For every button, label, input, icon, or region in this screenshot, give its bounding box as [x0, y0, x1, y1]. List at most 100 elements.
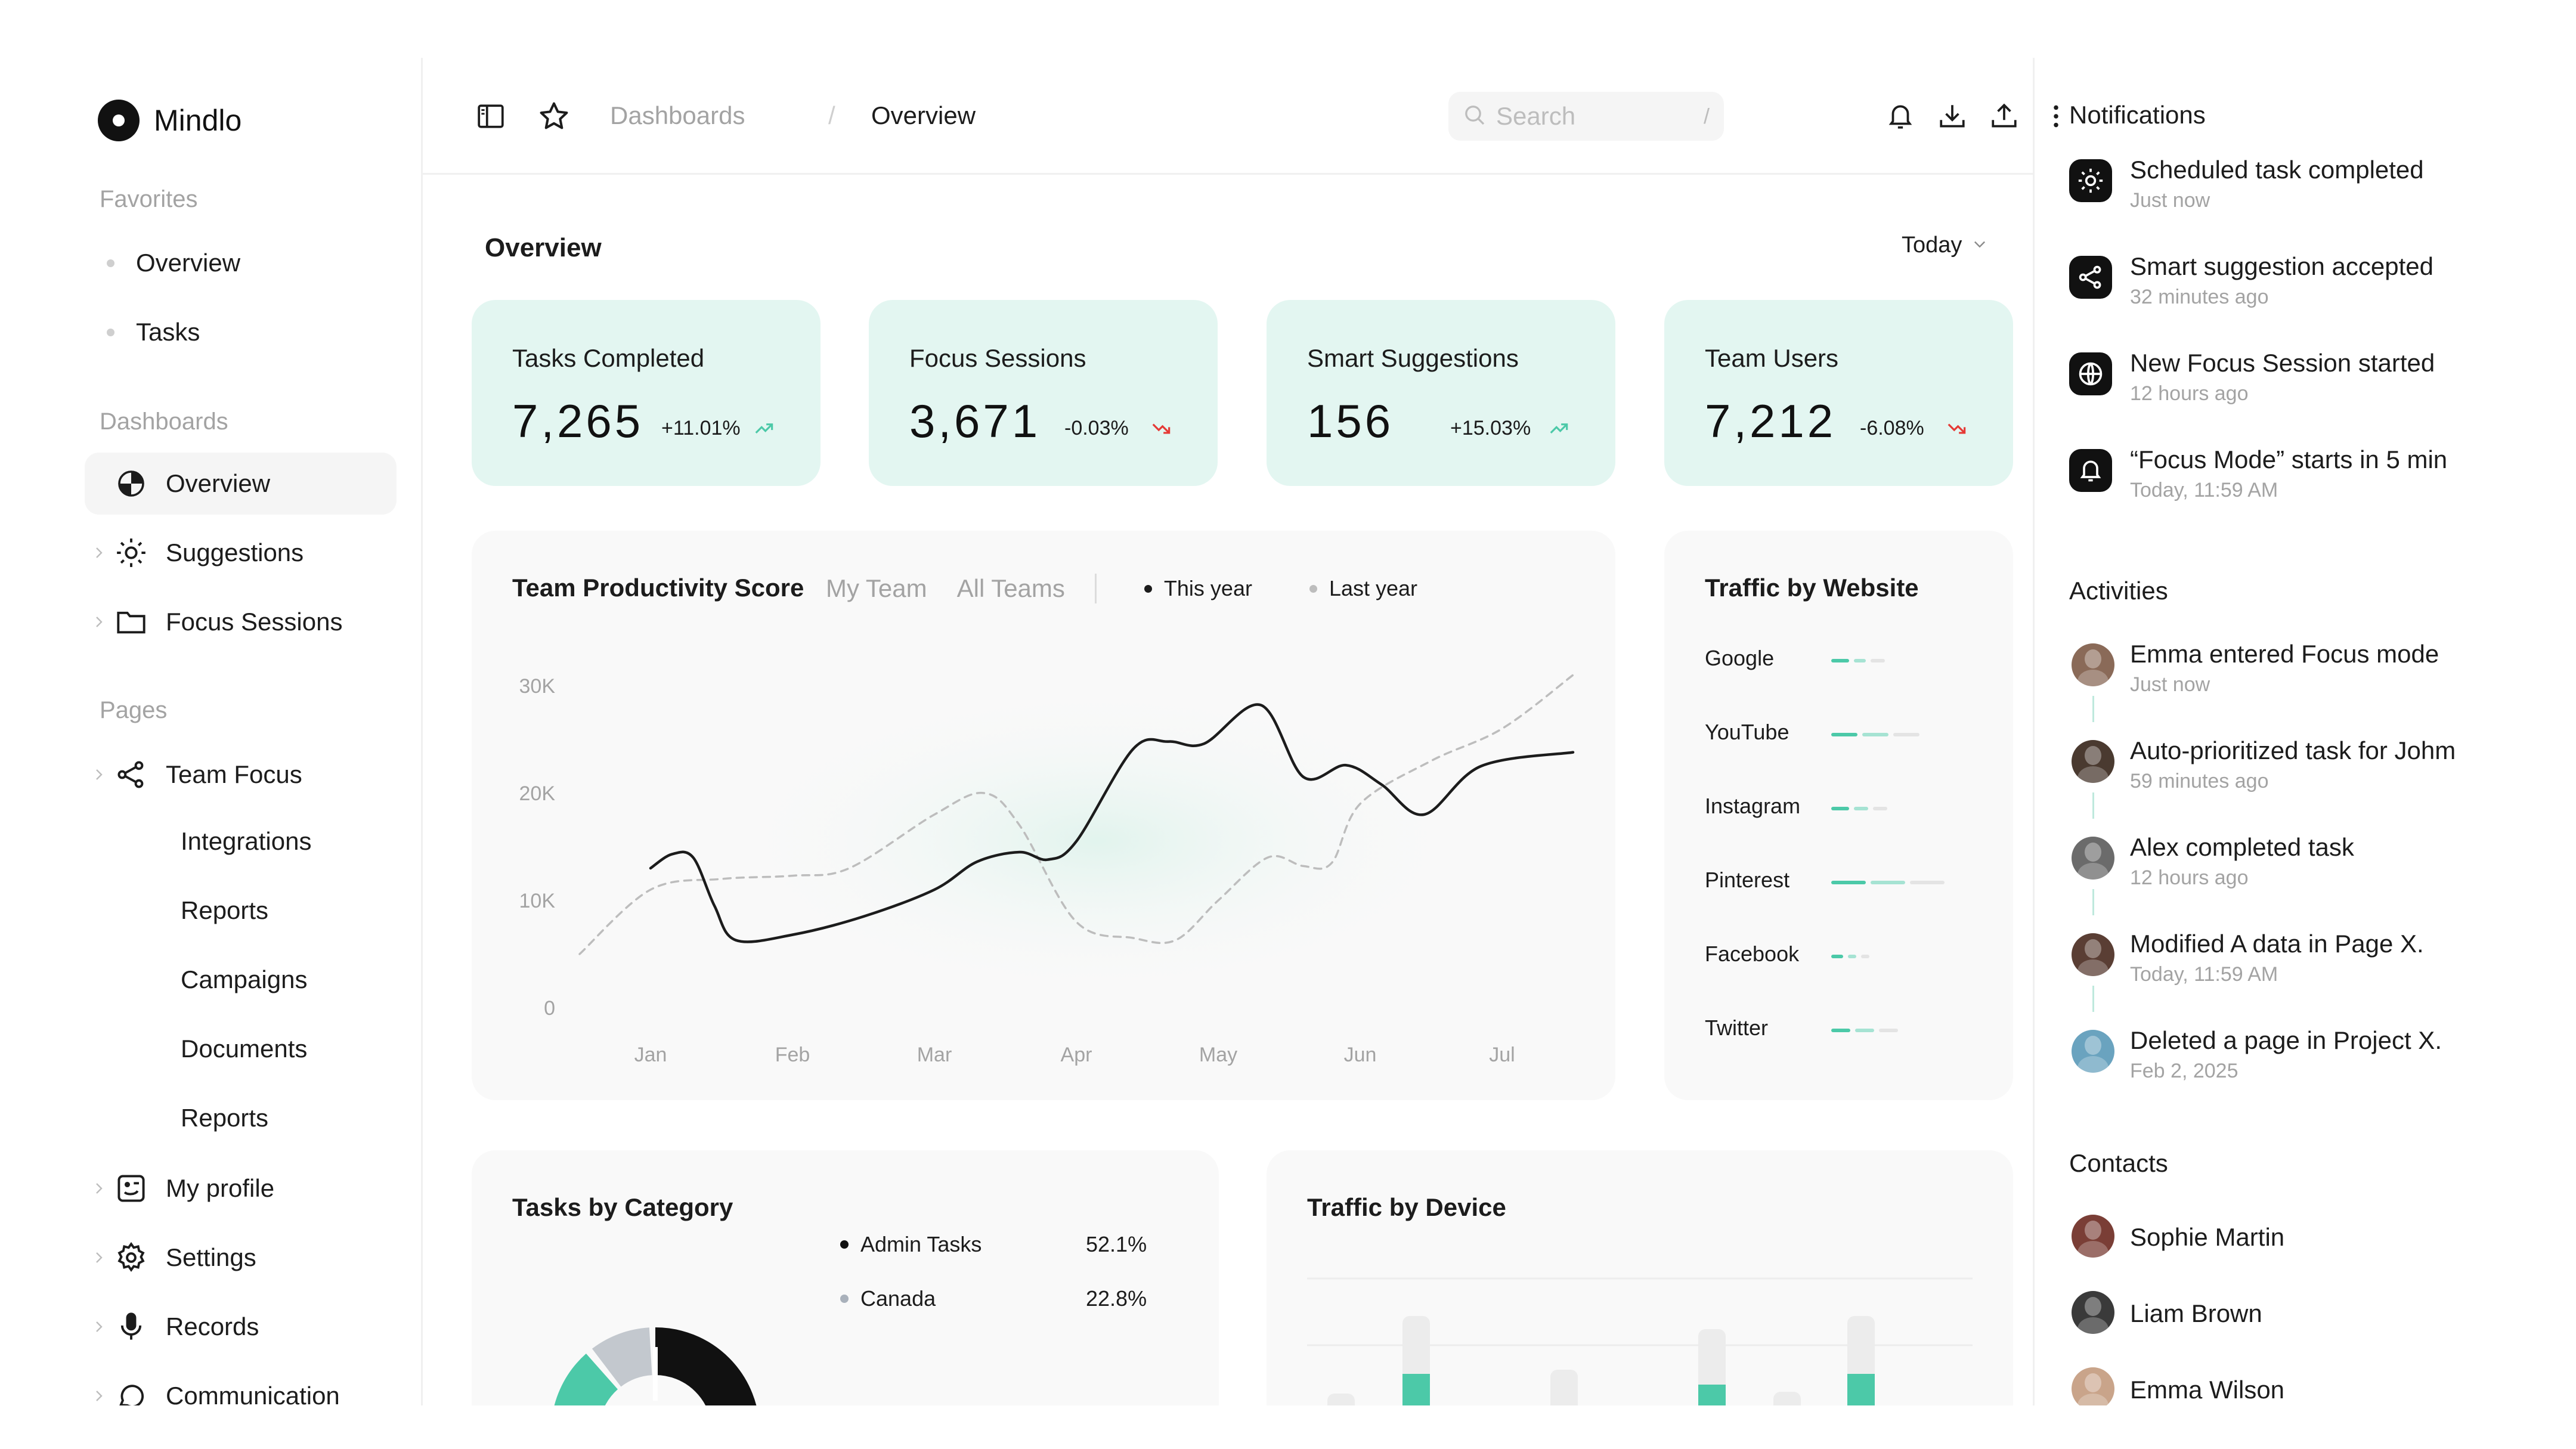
sidebar-subitem-integrations[interactable]: Integrations	[181, 827, 312, 855]
globe-icon	[2069, 352, 2112, 395]
kpi-card-team-users[interactable]: Team Users 7,212 -6.08%	[1664, 300, 2013, 486]
chart-tabs: My Team All Teams This year Last year	[826, 574, 1475, 603]
more-vertical-icon[interactable]	[2038, 98, 2074, 134]
sidebar-subitem-documents[interactable]: Documents	[181, 1035, 308, 1063]
notification-text: “Focus Mode” starts in 5 min	[2130, 445, 2448, 473]
chevron-right-icon[interactable]	[85, 1250, 113, 1265]
tab-my-team[interactable]: My Team	[826, 574, 927, 602]
notification-time: Just now	[2130, 189, 2210, 212]
sidebar-item-focus-sessions[interactable]: Focus Sessions	[85, 591, 397, 653]
kpi-card-smart-suggestions[interactable]: Smart Suggestions 156 +15.03%	[1267, 300, 1615, 486]
kpi-card-focus-sessions[interactable]: Focus Sessions 3,671 -0.03%	[869, 300, 1218, 486]
share-icon	[2069, 256, 2112, 299]
chevron-right-icon[interactable]	[85, 1389, 113, 1403]
legend-last-year[interactable]: Last year	[1309, 576, 1417, 601]
sidebar: Mindlo Favorites Overview Tasks Dashboar…	[58, 58, 423, 1405]
device-bar-highlight	[1698, 1385, 1726, 1405]
chevron-right-icon[interactable]	[85, 615, 113, 629]
favorite-item-overview[interactable]: Overview	[107, 249, 240, 277]
sidebar-subitem-reports-2[interactable]: Reports	[181, 1104, 269, 1132]
chevron-down-icon	[1971, 233, 1988, 258]
chart-title: Team Productivity Score	[512, 574, 804, 602]
sidebar-item-my-profile[interactable]: My profile	[85, 1157, 397, 1219]
activity-time: Just now	[2130, 673, 2210, 696]
sidebar-item-settings[interactable]: Settings	[85, 1227, 397, 1289]
device-bar-chart	[1307, 1277, 1973, 1405]
activity-text: Auto-prioritized task for Johm	[2130, 736, 2456, 764]
chevron-right-icon[interactable]	[85, 767, 113, 782]
search-input[interactable]	[1496, 102, 1675, 131]
chevron-right-icon[interactable]	[85, 1320, 113, 1334]
sun-icon	[113, 535, 149, 571]
chevron-right-icon[interactable]	[85, 546, 113, 560]
traffic-bar-segment	[1871, 659, 1885, 662]
device-bar-highlight	[1402, 1374, 1430, 1405]
date-range-value: Today	[1902, 233, 1962, 258]
device-bar-highlight	[1847, 1374, 1875, 1405]
kpi-label: Smart Suggestions	[1307, 344, 1519, 372]
search-box[interactable]: /	[1448, 92, 1724, 141]
productivity-line-chart: 0 10K 20K 30K Jan Feb Mar Apr May Jun Jul	[519, 674, 1575, 1066]
top-bar: Dashboards / Overview /	[423, 58, 2058, 175]
traffic-bar-segment	[1893, 733, 1919, 736]
upload-icon[interactable]	[1986, 98, 2022, 134]
x-tick-label: Apr	[1061, 1044, 1092, 1066]
dashboards-title: Dashboards	[100, 408, 228, 435]
sidebar-item-communication[interactable]: Communication	[85, 1365, 397, 1405]
brand[interactable]: Mindlo	[98, 100, 242, 141]
bell-icon[interactable]	[1883, 98, 1918, 134]
app-window: Mindlo Favorites Overview Tasks Dashboar…	[58, 58, 2538, 1405]
gear-icon	[113, 1240, 149, 1275]
x-tick-label: Jun	[1344, 1044, 1377, 1066]
traffic-bar-segment	[1831, 1029, 1850, 1032]
chat-icon	[113, 1378, 149, 1405]
site-name: Pinterest	[1705, 868, 1790, 892]
traffic-bar-segment	[1848, 955, 1856, 958]
traffic-bar-segment	[1910, 881, 1945, 884]
sidebar-toggle-icon[interactable]	[473, 98, 509, 134]
favorite-label: Tasks	[136, 318, 200, 346]
timeline-connector	[2092, 986, 2094, 1012]
traffic-bar-segment	[1855, 1029, 1874, 1032]
sidebar-subitem-campaigns[interactable]: Campaigns	[181, 965, 308, 993]
star-icon[interactable]	[536, 98, 572, 134]
traffic-bar-segment	[1871, 881, 1905, 884]
traffic-device-card: Traffic by Device	[1267, 1150, 2013, 1405]
category-label: Canada	[860, 1286, 936, 1311]
kpi-change: -6.08%	[1860, 417, 1924, 439]
notification-time: Today, 11:59 AM	[2130, 479, 2278, 501]
device-bar	[1773, 1392, 1801, 1405]
chevron-right-icon[interactable]	[85, 1181, 113, 1196]
sidebar-item-label: Records	[166, 1312, 259, 1340]
legend-this-year[interactable]: This year	[1144, 576, 1252, 601]
download-icon[interactable]	[1934, 98, 1970, 134]
kpi-change: +15.03%	[1450, 417, 1531, 439]
site-name: Facebook	[1705, 942, 1800, 966]
kpi-value: 7,265	[512, 395, 644, 447]
traffic-bar-segment	[1862, 733, 1888, 736]
sidebar-item-team-focus[interactable]: Team Focus	[85, 744, 397, 806]
pie-chart-icon	[113, 466, 149, 501]
favorite-item-tasks[interactable]: Tasks	[107, 318, 200, 346]
sidebar-item-overview[interactable]: Overview	[85, 453, 397, 515]
site-name: Instagram	[1705, 794, 1801, 818]
tab-all-teams[interactable]: All Teams	[956, 574, 1065, 602]
breadcrumb-dashboards[interactable]: Dashboards	[610, 101, 745, 129]
notification-text: New Focus Session started	[2130, 349, 2435, 377]
activity-time: 59 minutes ago	[2130, 770, 2269, 792]
sidebar-item-records[interactable]: Records	[85, 1296, 397, 1358]
sidebar-item-label: Settings	[166, 1243, 256, 1271]
sidebar-item-suggestions[interactable]: Suggestions	[85, 522, 397, 584]
site-name: Google	[1705, 646, 1775, 670]
avatar	[2072, 643, 2114, 686]
site-name: Twitter	[1705, 1015, 1769, 1040]
card-title: Traffic by Device	[1307, 1193, 1506, 1221]
timeline-connector	[2092, 696, 2094, 722]
traffic-bar-segment	[1879, 1029, 1898, 1032]
avatar	[2072, 1030, 2114, 1073]
date-range-select[interactable]: Today	[1902, 233, 1998, 258]
favorites-title: Favorites	[100, 186, 198, 212]
kpi-card-tasks-completed[interactable]: Tasks Completed 7,265 +11.01%	[472, 300, 821, 486]
contact-name: Liam Brown	[2130, 1299, 2262, 1327]
sidebar-subitem-reports[interactable]: Reports	[181, 896, 269, 924]
